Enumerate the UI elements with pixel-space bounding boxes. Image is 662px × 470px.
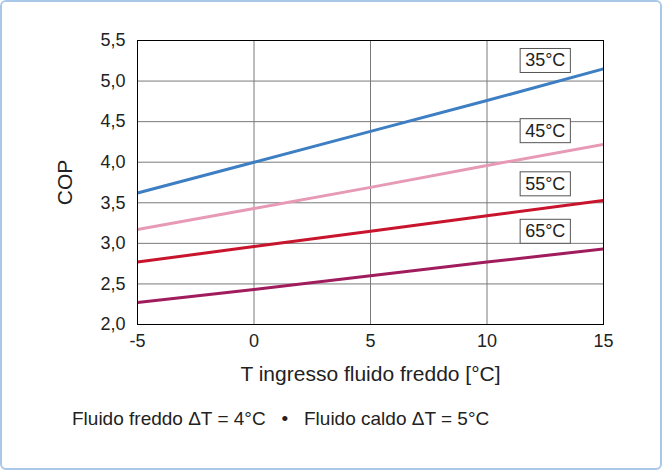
svg-text:3,5: 3,5 — [100, 193, 125, 213]
svg-text:65°C: 65°C — [525, 221, 565, 241]
svg-text:-5: -5 — [129, 331, 145, 351]
svg-text:55°C: 55°C — [525, 174, 565, 194]
svg-text:3,0: 3,0 — [100, 233, 125, 253]
svg-text:15: 15 — [593, 331, 613, 351]
svg-text:T ingresso fluido freddo [°C]: T ingresso fluido freddo [°C] — [240, 362, 500, 385]
svg-text:4,5: 4,5 — [100, 111, 125, 131]
svg-text:4,0: 4,0 — [100, 152, 125, 172]
svg-text:COP: COP — [53, 160, 76, 206]
svg-text:45°C: 45°C — [525, 121, 565, 141]
svg-text:5,5: 5,5 — [100, 30, 125, 50]
svg-text:5: 5 — [365, 331, 375, 351]
svg-text:0: 0 — [249, 331, 259, 351]
html-text:Fluido freddo ΔT = 4°C • Fluid: Fluido freddo ΔT = 4°C • Fluido caldo ΔT… — [72, 408, 490, 429]
svg-text:2,0: 2,0 — [100, 314, 125, 334]
svg-text:10: 10 — [477, 331, 497, 351]
svg-text:2,5: 2,5 — [100, 274, 125, 294]
svg-text:35°C: 35°C — [525, 50, 565, 70]
svg-text:5,0: 5,0 — [100, 71, 125, 91]
